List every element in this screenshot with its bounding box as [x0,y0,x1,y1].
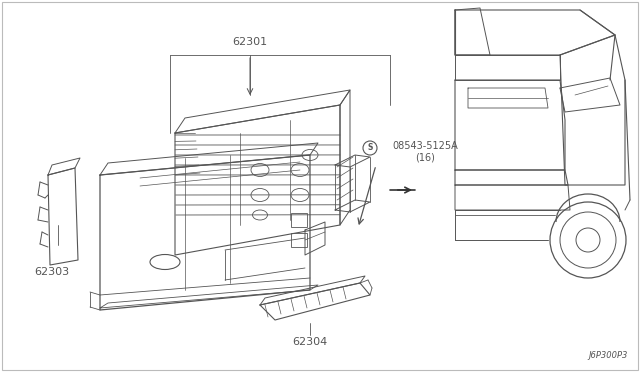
Text: J6P300P3: J6P300P3 [589,351,628,360]
Text: 62304: 62304 [292,337,328,347]
Text: (16): (16) [415,153,435,163]
Text: 62303: 62303 [35,267,70,277]
Text: 62301: 62301 [232,37,268,47]
Text: 08543-5125A: 08543-5125A [392,141,458,151]
Bar [291,213,307,227]
Text: S: S [367,144,372,153]
Bar [291,233,307,247]
